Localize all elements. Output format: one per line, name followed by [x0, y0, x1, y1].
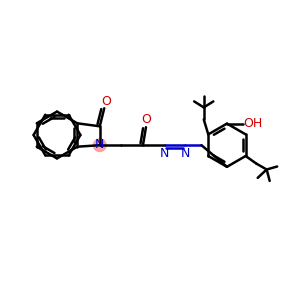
- Text: N: N: [160, 147, 169, 160]
- Circle shape: [94, 139, 106, 152]
- Text: N: N: [95, 137, 104, 151]
- Text: O: O: [142, 113, 152, 126]
- Text: N: N: [181, 147, 190, 160]
- Text: O: O: [102, 95, 112, 108]
- Text: OH: OH: [243, 117, 262, 130]
